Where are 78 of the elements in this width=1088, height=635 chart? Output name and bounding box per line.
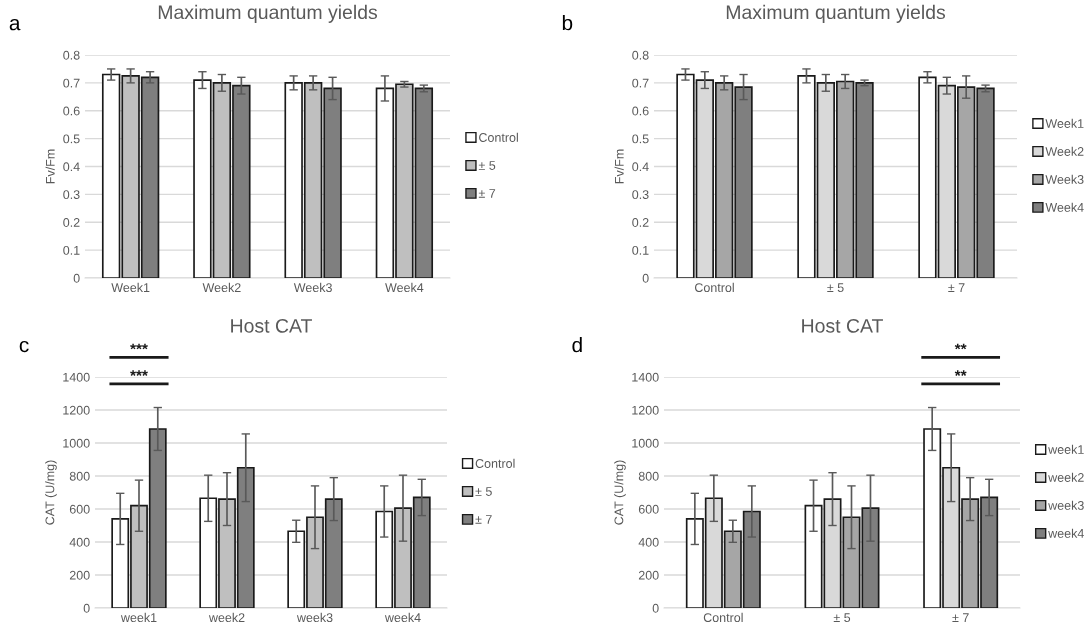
- chart-title: Maximum quantum yields: [158, 4, 378, 23]
- legend-label: Control: [479, 132, 518, 142]
- x-tick-label: Week3: [293, 282, 332, 293]
- y-axis-title: Fv/Fm: [45, 149, 55, 184]
- y-tick-label: 0.2: [632, 218, 649, 227]
- legend-label: ± 7: [475, 515, 492, 524]
- legend-label: ± 5: [475, 487, 492, 496]
- y-tick-label: 1400: [632, 372, 659, 382]
- y-axis-title: Fv/Fm: [614, 149, 624, 184]
- y-tick-label: 0.7: [632, 78, 649, 88]
- y-tick-label: 1000: [632, 438, 659, 448]
- legend-label: week3: [1048, 500, 1084, 510]
- x-tick-label: week2: [208, 612, 245, 623]
- y-tick-label: 400: [638, 537, 659, 547]
- y-tick-label: 600: [638, 504, 659, 514]
- y-tick-label: 0: [83, 603, 90, 613]
- x-tick-label: ± 7: [948, 283, 965, 292]
- x-tick-label: Week1: [111, 282, 150, 293]
- chart-title: Host CAT: [802, 318, 883, 333]
- legend-label: Control: [475, 458, 515, 468]
- legend-label: ± 5: [478, 161, 496, 170]
- y-tick-label: 1200: [63, 405, 90, 415]
- x-tick-label: Week2: [202, 282, 241, 293]
- x-tick-label: week1: [120, 612, 157, 623]
- legend-label: week1: [1048, 444, 1084, 454]
- y-tick-label: 1000: [63, 438, 90, 448]
- legend-label: week2: [1048, 472, 1084, 482]
- x-tick-label: ± 5: [827, 283, 844, 293]
- text: **: [954, 370, 967, 376]
- legend-label: Week1: [1045, 118, 1084, 128]
- y-tick-label: 200: [69, 570, 90, 580]
- y-tick-label: 0.2: [63, 218, 80, 227]
- x-tick-label: Control: [703, 612, 743, 623]
- y-tick-label: 0.4: [632, 162, 649, 172]
- y-tick-label: 400: [69, 537, 90, 547]
- x-tick-label: ± 5: [833, 613, 851, 623]
- y-axis-title: CAT (U/mg): [614, 460, 626, 525]
- chart-title: Host CAT: [231, 318, 312, 333]
- x-tick-label: week3: [296, 612, 333, 623]
- legend-label: week4: [1048, 528, 1084, 538]
- y-tick-label: 800: [638, 471, 659, 481]
- legend-label: ± 7: [478, 189, 496, 198]
- y-tick-label: 0.1: [632, 245, 649, 255]
- y-tick-label: 0.8: [63, 50, 80, 60]
- y-tick-label: 1400: [63, 372, 90, 382]
- y-tick-label: 0.6: [63, 106, 80, 116]
- x-tick-label: Control: [694, 282, 734, 293]
- y-tick-label: 0.3: [63, 190, 80, 200]
- legend-label: Week3: [1045, 174, 1084, 184]
- y-tick-label: 800: [69, 471, 90, 481]
- y-tick-label: 0.6: [632, 106, 649, 116]
- text: ***: [130, 370, 148, 376]
- x-tick-label: Week4: [385, 282, 424, 293]
- y-tick-label: 200: [638, 570, 659, 580]
- x-tick-label: week4: [384, 612, 421, 623]
- y-tick-label: 0: [652, 603, 659, 613]
- chart-title: Maximum quantum yields: [726, 4, 946, 23]
- text: c: [19, 340, 29, 353]
- y-tick-label: 1200: [632, 405, 659, 415]
- y-tick-label: 0.4: [63, 162, 80, 172]
- text: **: [954, 343, 967, 350]
- y-tick-label: 600: [69, 504, 90, 514]
- y-tick-label: 0: [73, 273, 80, 283]
- y-tick-label: 0.5: [632, 134, 649, 144]
- y-tick-label: 0.7: [63, 78, 80, 88]
- y-tick-label: 0.5: [63, 134, 80, 144]
- y-tick-label: 0.1: [63, 245, 80, 255]
- y-axis-title: CAT (U/mg): [45, 460, 57, 525]
- legend-label: Week2: [1045, 146, 1084, 156]
- text: d: [572, 337, 582, 353]
- x-tick-label: ± 7: [952, 613, 969, 622]
- text: a: [9, 18, 21, 31]
- legend-label: Week4: [1045, 202, 1084, 212]
- text: b: [562, 15, 573, 31]
- y-tick-label: 0.8: [632, 50, 649, 60]
- text: ***: [130, 343, 148, 350]
- y-tick-label: 0: [642, 273, 649, 283]
- y-tick-label: 0.3: [632, 190, 649, 200]
